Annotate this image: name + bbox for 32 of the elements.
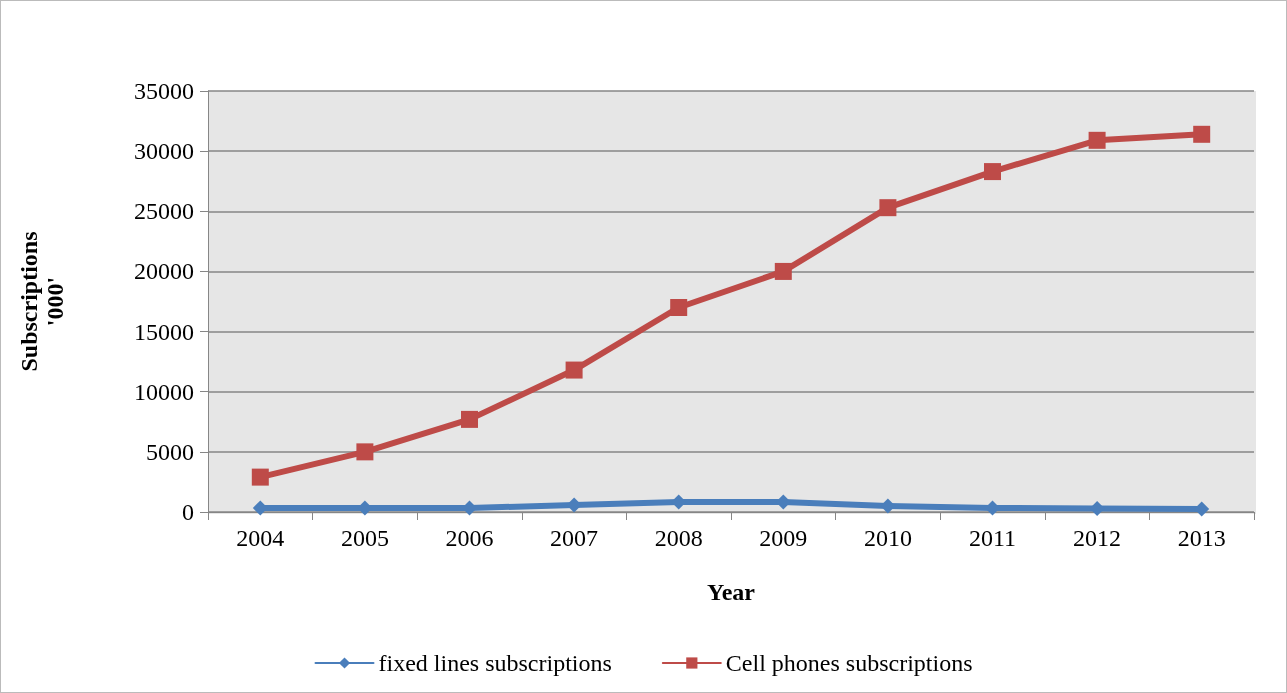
x-tick-label: 2005: [340, 525, 389, 551]
point: [461, 410, 478, 428]
y-tick-label: 20000: [134, 258, 194, 285]
x-tick-label: 2011: [968, 525, 1017, 551]
point: [1088, 131, 1106, 149]
point: [1193, 125, 1211, 143]
legend-label: Cell phones subscriptions: [725, 650, 973, 676]
point: [670, 299, 688, 317]
point: [565, 361, 583, 379]
x-tick-label: 2004: [236, 525, 285, 551]
x-tick-label: 2006: [445, 525, 494, 551]
x-tick-label: 2009: [759, 525, 808, 551]
x-axis-title: Year: [707, 579, 756, 605]
y-tick-label: 30000: [134, 138, 194, 165]
x-tick-label: 2007: [550, 525, 599, 551]
y-tick-label: 10000: [134, 378, 194, 405]
y-tick-label: 5000: [146, 438, 194, 465]
y-tick-label: 15000: [134, 318, 194, 345]
y-tick-label: 35000: [134, 78, 194, 104]
point: [774, 262, 792, 280]
y-tick-label: 25000: [134, 198, 194, 225]
legend-label: fixed lines subscriptions: [378, 650, 612, 676]
x-tick-label: 2008: [654, 525, 703, 551]
point: [879, 199, 897, 217]
x-tick-label: 2012: [1073, 525, 1122, 551]
y-tick-label: 0: [182, 499, 194, 525]
x-tick-label: 2010: [863, 525, 912, 551]
x-tick-label: 2013: [1177, 525, 1226, 551]
y-axis-title: Subscriptions '000': [16, 231, 68, 372]
point: [251, 468, 269, 486]
point: [356, 443, 374, 461]
point: [984, 163, 1001, 181]
